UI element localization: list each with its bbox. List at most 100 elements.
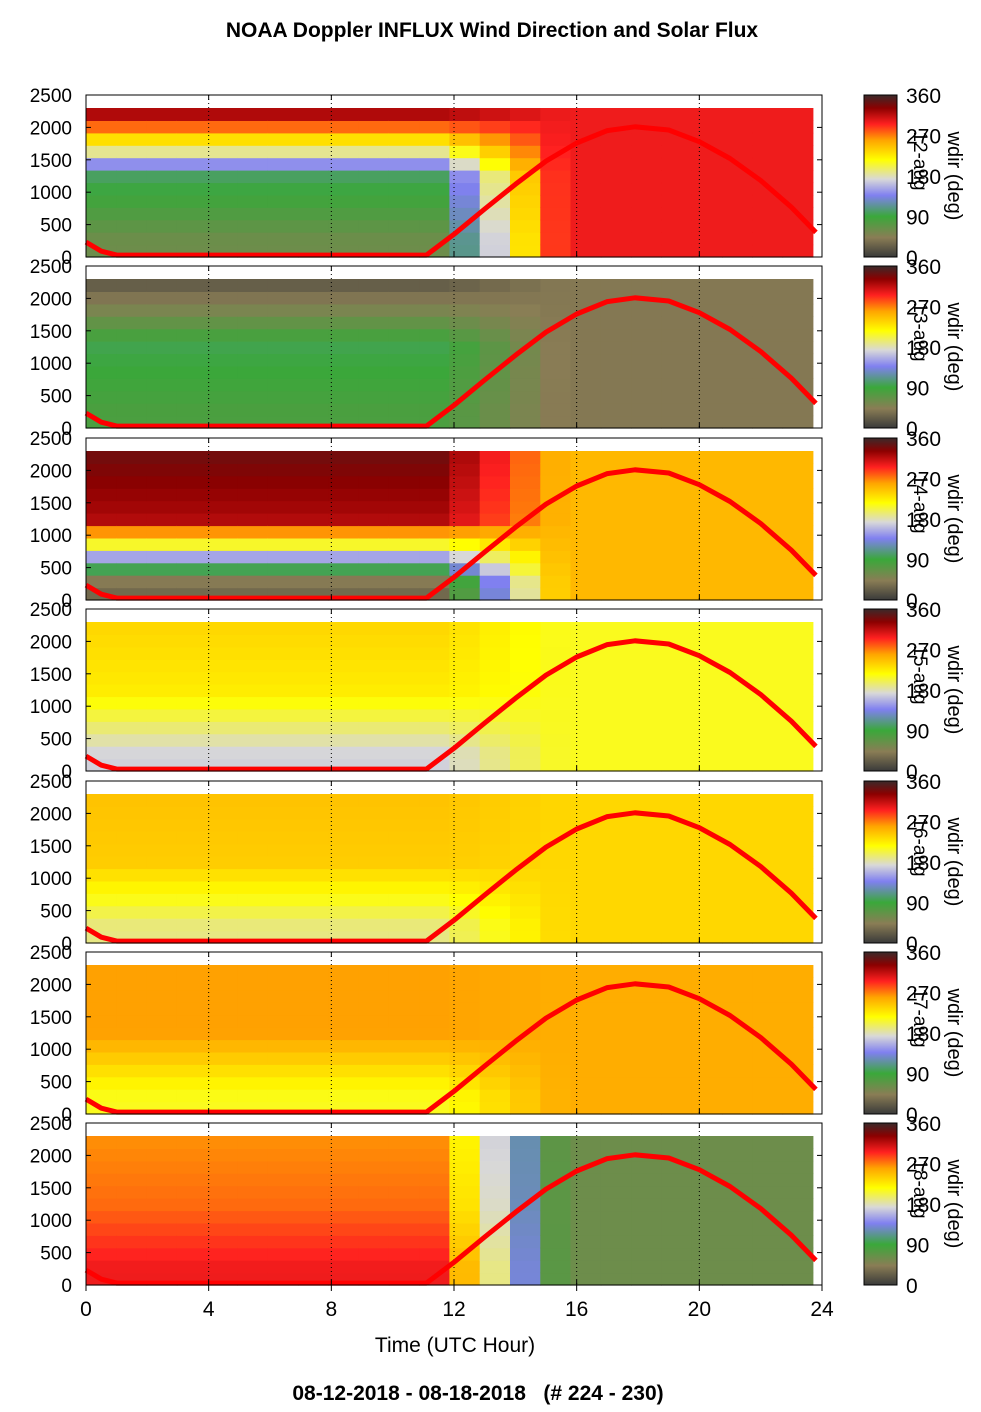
heatmap-cell	[358, 1210, 390, 1224]
heatmap-cell	[631, 905, 662, 919]
heatmap-cell	[510, 758, 541, 772]
heatmap-cell	[782, 1272, 814, 1286]
heatmap-cell	[146, 671, 178, 685]
heatmap-cell	[540, 303, 572, 317]
heatmap-cell	[207, 194, 238, 208]
heatmap-cell	[388, 451, 420, 464]
heatmap-cell	[388, 232, 420, 246]
heatmap-cell	[146, 893, 178, 907]
colorbar-tick-label: 90	[906, 207, 929, 230]
heatmap-cell	[176, 475, 208, 489]
heatmap-cell	[267, 488, 299, 502]
heatmap-cell	[116, 868, 148, 882]
heatmap-cell	[752, 806, 784, 820]
heatmap-cell	[722, 930, 753, 944]
heatmap-cell	[207, 646, 238, 660]
heatmap-cell	[267, 1014, 299, 1028]
heatmap-cell	[540, 587, 572, 601]
heatmap-cell	[207, 525, 238, 539]
heatmap-cell	[540, 194, 572, 208]
heatmap-cell	[146, 1235, 178, 1249]
heatmap-cell	[298, 170, 329, 184]
heatmap-cell	[86, 145, 117, 159]
heatmap-cell	[782, 403, 814, 417]
heatmap-cell	[328, 1260, 360, 1274]
heatmap-cell	[388, 733, 420, 747]
heatmap-cell	[752, 818, 784, 832]
heatmap-cell	[298, 1076, 329, 1090]
heatmap-cell	[722, 918, 753, 932]
heatmap-cell	[479, 378, 511, 392]
y-tick-label: 2000	[30, 632, 72, 653]
heatmap-cell	[267, 1185, 299, 1199]
heatmap-cell	[600, 365, 632, 379]
heatmap-cell	[237, 856, 269, 870]
heatmap-cell	[752, 1160, 784, 1174]
heatmap-cell	[510, 1222, 541, 1236]
heatmap-cell	[176, 1222, 208, 1236]
heatmap-cell	[267, 868, 299, 882]
heatmap-cell	[722, 488, 753, 502]
heatmap-cell	[237, 671, 269, 685]
heatmap-cell	[510, 403, 541, 417]
heatmap-cell	[207, 1076, 238, 1090]
colorbar-tick-label: 270	[906, 469, 941, 492]
heatmap-cell	[146, 279, 178, 292]
heatmap-cell	[631, 1235, 662, 1249]
heatmap-cell	[479, 587, 511, 601]
heatmap-cell	[479, 1148, 511, 1162]
heatmap-cell	[86, 843, 117, 857]
colorbar-label: wdir (deg)	[943, 645, 965, 735]
heatmap-cell	[358, 328, 390, 342]
heatmap-cell	[600, 856, 632, 870]
heatmap-cell	[570, 831, 602, 845]
heatmap-cell	[510, 1014, 541, 1028]
y-tick-label: 500	[40, 1073, 72, 1094]
heatmap-cell	[752, 463, 784, 477]
heatmap-cell	[237, 1235, 269, 1249]
heatmap-cell	[722, 659, 753, 673]
heatmap-cell	[358, 1160, 390, 1174]
heatmap-cell	[449, 108, 481, 121]
heatmap-cell	[116, 893, 148, 907]
heatmap-cell	[237, 918, 269, 932]
heatmap-cell	[116, 806, 148, 820]
heatmap-cell	[358, 1039, 390, 1053]
heatmap-cell	[86, 1014, 117, 1028]
heatmap-cell	[207, 696, 238, 710]
heatmap-cell	[540, 684, 572, 698]
heatmap-cell	[479, 341, 511, 355]
heatmap-cell	[237, 463, 269, 477]
heatmap-cell	[388, 575, 420, 589]
heatmap-cell	[479, 989, 511, 1003]
heatmap-cell	[388, 1039, 420, 1053]
heatmap-cell	[510, 120, 541, 134]
heatmap-cell	[479, 513, 511, 527]
heatmap-cell	[691, 806, 723, 820]
heatmap-cell	[510, 562, 541, 576]
heatmap-cell	[570, 537, 602, 551]
heatmap-cell	[298, 316, 329, 330]
heatmap-cell	[600, 818, 632, 832]
day-label: 18-aug	[909, 1159, 930, 1218]
heatmap-cell	[388, 291, 420, 305]
heatmap-cell	[298, 721, 329, 735]
heatmap-cell	[86, 1260, 117, 1274]
heatmap-cell	[267, 525, 299, 539]
heatmap-cell	[146, 622, 178, 635]
heatmap-cell	[237, 341, 269, 355]
y-tick-label: 1500	[30, 1008, 72, 1029]
heatmap-cell	[267, 132, 299, 146]
heatmap-cell	[176, 316, 208, 330]
colorbar-scale	[863, 608, 898, 772]
heatmap-cell	[570, 341, 602, 355]
heatmap-cell	[540, 856, 572, 870]
heatmap-cell	[782, 232, 814, 246]
heatmap-cell	[207, 1222, 238, 1236]
heatmap-cell	[146, 1051, 178, 1065]
heatmap-cell	[328, 1064, 360, 1078]
heatmap-cell	[510, 965, 541, 978]
heatmap-cell	[358, 525, 390, 539]
heatmap-cell	[722, 132, 753, 146]
